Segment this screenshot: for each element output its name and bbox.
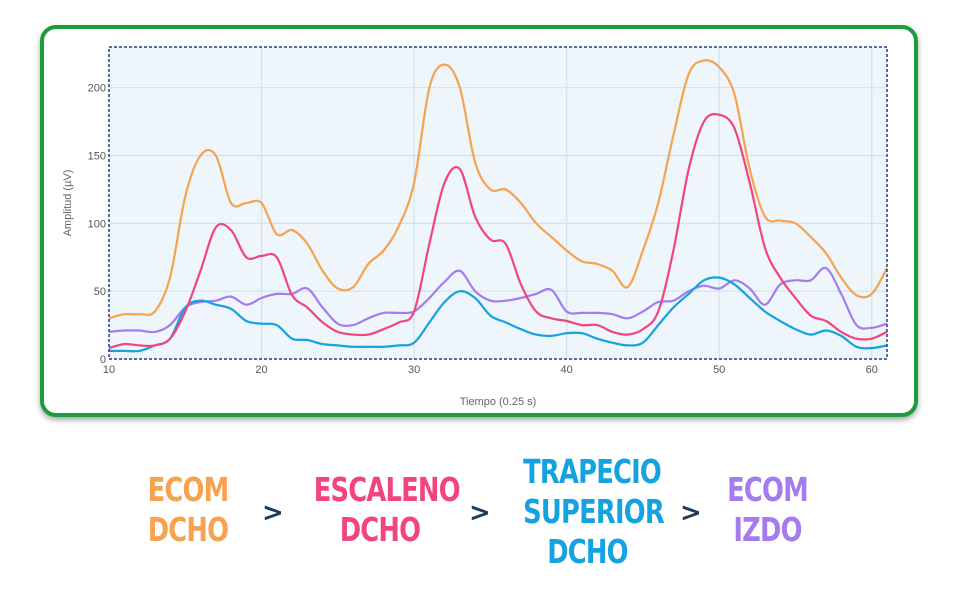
x-tick-label: 10	[103, 364, 115, 376]
y-axis-label: Amplitud (µV)	[62, 170, 74, 237]
y-tick-label: 200	[88, 83, 106, 95]
x-tick-label: 20	[255, 364, 267, 376]
label-escaleno-dcho: ESCALENO DCHO	[313, 470, 461, 550]
x-tick-label: 40	[561, 364, 573, 376]
label-line: DCHO	[147, 510, 229, 549]
label-line: DCHO	[547, 532, 628, 571]
label-line: TRAPECIO	[523, 452, 662, 491]
x-axis-label: Tiempo (0.25 s)	[460, 396, 537, 408]
label-ecom-izdo: ECOM IZDO	[723, 470, 813, 550]
series-line-trapecio-superior-dcho[interactable]	[109, 276, 888, 353]
y-tick-label: 100	[88, 218, 106, 230]
label-ecom-dcho: ECOM DCHO	[141, 470, 235, 550]
separator-3: >	[680, 498, 702, 528]
label-line: SUPERIOR	[523, 492, 665, 531]
emg-line-chart[interactable]: 10 20 30 40 50 60 0 50 100 150 200 Tiempo (0.25 s)…	[44, 29, 914, 413]
series-line-ecom-dcho[interactable]	[108, 59, 888, 320]
label-line: ECOM	[147, 470, 230, 509]
x-tick-label: 60	[866, 364, 878, 376]
series-line-escaleno-dcho[interactable]	[108, 112, 888, 350]
label-line: IZDO	[733, 510, 802, 549]
grid-lines	[109, 47, 887, 359]
series-group	[108, 59, 888, 353]
label-trapecio-superior-dcho: TRAPECIO SUPERIOR DCHO	[523, 452, 665, 572]
plot-area	[109, 47, 887, 359]
label-line: DCHO	[339, 510, 421, 549]
y-tick-label: 150	[88, 151, 106, 163]
y-tick-label: 0	[100, 354, 106, 366]
muscle-ranking: ECOM DCHO > ESCALENO DCHO > TRAPECIO SUPERI…	[0, 450, 960, 600]
label-line: ESCALENO	[313, 470, 461, 509]
label-line: ECOM	[727, 470, 809, 509]
separator-1: >	[262, 498, 284, 528]
series-line-ecom-izdo[interactable]	[108, 266, 888, 334]
x-tick-label: 50	[713, 364, 725, 376]
tick-labels: 10 20 30 40 50 60 0 50 100 150 200	[88, 83, 878, 376]
x-tick-label: 30	[408, 364, 420, 376]
chart-card: 10 20 30 40 50 60 0 50 100 150 200 Tiempo (0.25 s)…	[40, 25, 918, 417]
y-tick-label: 50	[94, 286, 106, 298]
separator-2: >	[469, 498, 491, 528]
